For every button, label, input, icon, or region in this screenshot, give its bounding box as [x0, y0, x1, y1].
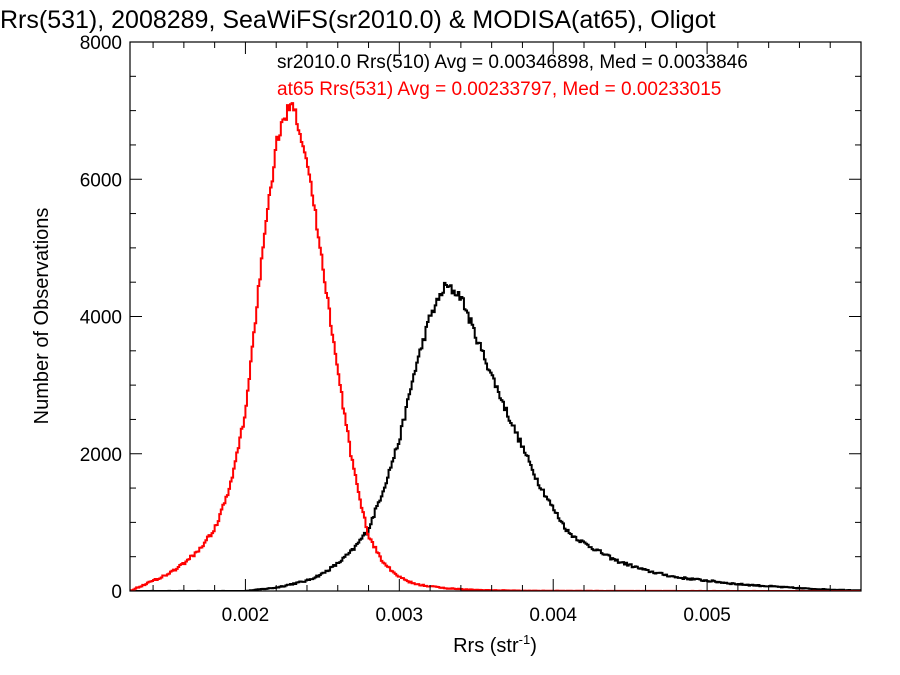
x-tick-label: 0.003 [376, 605, 424, 626]
x-tick-label: 0.004 [529, 605, 577, 626]
x-tick-label: 0.002 [222, 605, 270, 626]
x-axis-label: Rrs (str-1) [453, 632, 537, 657]
y-axis-label: Number of Observations [31, 208, 53, 425]
x-axis-label-superscript: -1 [519, 632, 531, 647]
y-tick-label: 2000 [80, 445, 122, 466]
y-tick-label: 4000 [80, 308, 122, 329]
chart-title: Rrs(531), 2008289, SeaWiFS(sr2010.0) & M… [0, 6, 716, 34]
legend-entry-2: at65 Rrs(531) Avg = 0.00233797, Med = 0.… [277, 79, 721, 100]
plot-frame [129, 41, 862, 592]
y-tick-label: 0 [111, 582, 122, 603]
legend-entry-1: sr2010.0 Rrs(510) Avg = 0.00346898, Med … [277, 52, 748, 73]
histogram-series-2 [130, 102, 861, 591]
y-tick-label: 8000 [80, 33, 122, 54]
x-axis-label-close: ) [530, 635, 537, 657]
x-tick-label: 0.005 [683, 605, 731, 626]
histogram-series-1 [130, 281, 861, 591]
x-axis-label-main: Rrs (str [453, 635, 519, 657]
y-tick-label: 6000 [80, 170, 122, 191]
